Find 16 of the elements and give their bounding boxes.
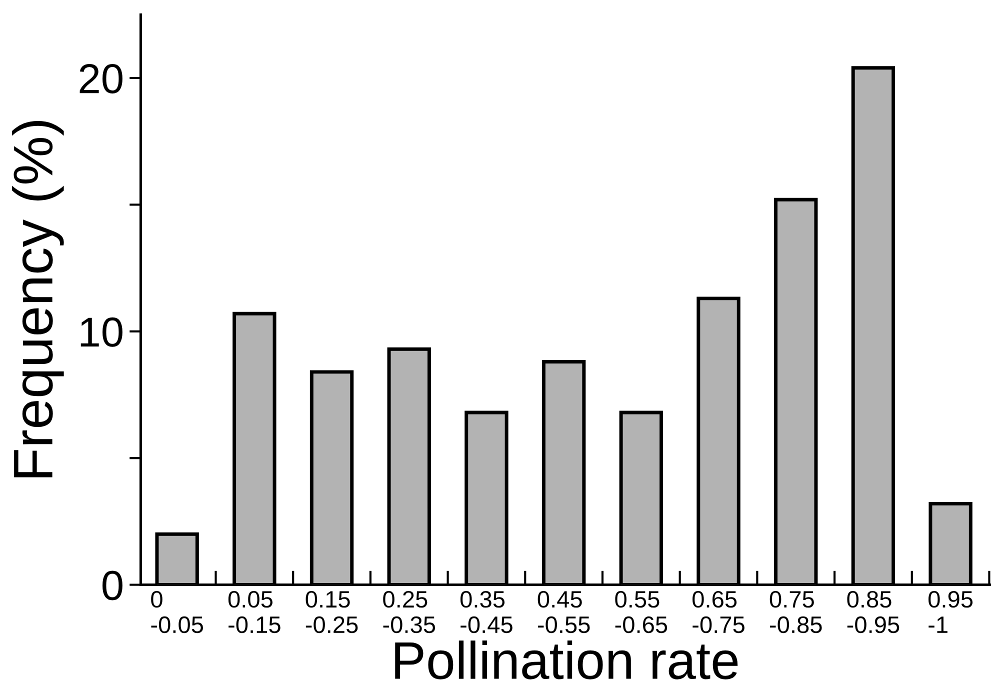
x-tick-label: 0.95 -1	[928, 590, 973, 633]
x-tick-label: 0.05 -0.15	[228, 590, 280, 634]
x-axis-title: Pollination rate	[395, 640, 738, 680]
y-tick-label: 0	[102, 570, 122, 600]
y-tick-label: 20	[80, 64, 122, 94]
x-tick-label: 0.35 -0.45	[460, 590, 512, 634]
x-tick-label: 0.45 -0.55	[538, 590, 590, 634]
x-tick-label: 0.55 -0.65	[615, 590, 668, 634]
x-tick-label: 0.65 -0.75	[692, 590, 744, 634]
x-tick-label: 0.85 -0.95	[847, 590, 900, 634]
x-tick-label: 0.75 -0.85	[770, 590, 822, 634]
x-tick-label: 0.25 -0.35	[383, 590, 436, 634]
y-axis-title: Frequency (%)	[12, 120, 64, 478]
x-tick-label: 0 -0.05	[151, 590, 203, 634]
x-tick-label: 0.15 -0.25	[306, 590, 358, 634]
y-tick-label: 10	[80, 317, 122, 347]
